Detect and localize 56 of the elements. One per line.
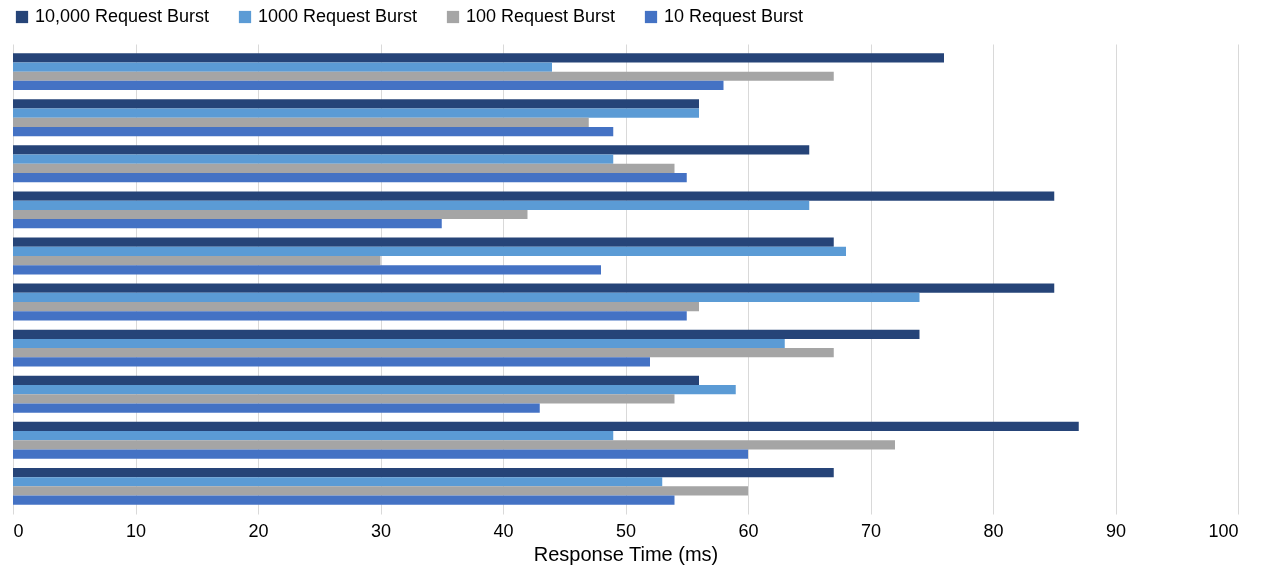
legend-label: 10,000 Request Burst bbox=[35, 6, 210, 26]
bar bbox=[13, 163, 675, 174]
bar bbox=[13, 467, 834, 478]
bar bbox=[13, 191, 1055, 201]
legend-label: 10 Request Burst bbox=[664, 6, 804, 26]
bar bbox=[13, 117, 589, 127]
bar bbox=[13, 62, 552, 72]
bar bbox=[13, 219, 442, 229]
bar bbox=[13, 311, 687, 321]
bar bbox=[13, 237, 834, 247]
bar bbox=[13, 357, 650, 367]
bar bbox=[13, 246, 846, 256]
x-tick-label: 40 bbox=[493, 520, 514, 541]
bar bbox=[13, 71, 834, 81]
bar bbox=[13, 283, 1055, 293]
x-axis-title: Response Time (ms) bbox=[533, 542, 719, 565]
bar bbox=[13, 200, 810, 210]
bar bbox=[13, 255, 381, 266]
x-tick-label: 30 bbox=[370, 520, 392, 541]
bar bbox=[13, 209, 528, 220]
bar bbox=[13, 449, 748, 459]
bar bbox=[13, 403, 540, 413]
bar bbox=[13, 440, 895, 450]
bar bbox=[13, 302, 699, 312]
x-tick-label: 20 bbox=[248, 520, 269, 541]
legend-label: 100 Request Burst bbox=[466, 6, 616, 26]
bar bbox=[13, 173, 687, 183]
x-tick-label: 0 bbox=[13, 520, 24, 541]
legend-label: 1000 Request Burst bbox=[258, 6, 418, 26]
bar bbox=[13, 384, 736, 395]
x-tick-label: 90 bbox=[1105, 520, 1127, 541]
bar bbox=[13, 292, 920, 303]
bar bbox=[13, 477, 663, 487]
x-tick-label: 60 bbox=[738, 520, 759, 541]
bar bbox=[13, 265, 601, 275]
bar bbox=[13, 375, 699, 385]
x-tick-label: 70 bbox=[860, 520, 882, 541]
bar bbox=[13, 99, 699, 109]
bar bbox=[13, 421, 1079, 432]
bar bbox=[13, 154, 614, 164]
bar bbox=[13, 394, 675, 404]
x-tick-label: 10 bbox=[125, 520, 147, 541]
bar bbox=[13, 495, 675, 505]
x-tick-label: 80 bbox=[983, 520, 1004, 541]
bar bbox=[13, 486, 748, 496]
bar bbox=[13, 431, 614, 441]
bar bbox=[13, 348, 834, 358]
x-tick-label: 50 bbox=[615, 520, 637, 541]
bar bbox=[13, 80, 724, 91]
x-tick-label: 100 bbox=[1208, 520, 1239, 541]
bar bbox=[13, 108, 699, 118]
bar bbox=[13, 145, 810, 155]
bar bbox=[13, 126, 614, 137]
bar bbox=[13, 338, 785, 349]
bar bbox=[13, 53, 944, 63]
bar bbox=[13, 329, 920, 339]
